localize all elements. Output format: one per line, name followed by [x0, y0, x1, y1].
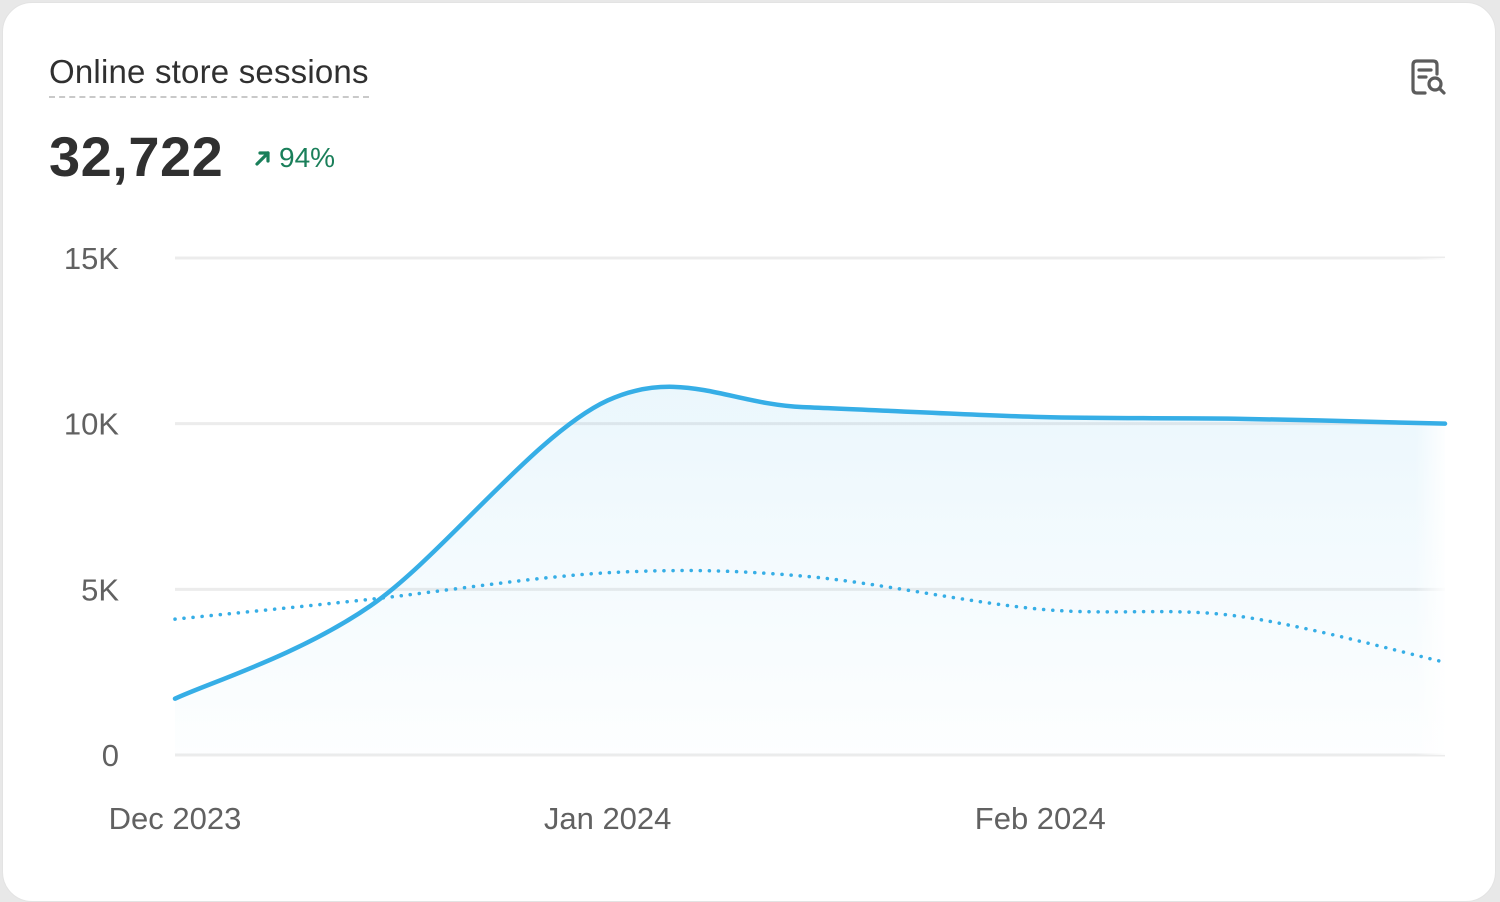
- y-tick-label: 15K: [64, 241, 119, 276]
- x-tick-label: Feb 2024: [975, 801, 1106, 836]
- change-badge: 94%: [253, 141, 335, 175]
- chart-explore-button[interactable]: [1403, 53, 1453, 103]
- arrow-up-right-icon: [255, 151, 270, 166]
- current-series-line: [172, 384, 1448, 701]
- card-title[interactable]: Online store sessions: [49, 53, 369, 98]
- sessions-chart: 15K 10K 5K 0 Dec 2023 Jan 2024 Feb 2024: [64, 241, 1448, 836]
- x-tick-label: Dec 2023: [109, 801, 242, 836]
- search-report-icon: [1411, 59, 1446, 95]
- series-area-fill: [175, 386, 1445, 755]
- y-tick-label: 10K: [64, 407, 119, 442]
- area-fade-overlay: [1245, 258, 1445, 755]
- y-tick-label: 5K: [81, 572, 119, 607]
- metric-value: 32,722: [49, 125, 224, 188]
- x-tick-label: Jan 2024: [544, 801, 672, 836]
- y-tick-label: 0: [102, 738, 119, 773]
- change-percent: 94%: [279, 142, 336, 173]
- comparison-series-line: [173, 568, 1447, 664]
